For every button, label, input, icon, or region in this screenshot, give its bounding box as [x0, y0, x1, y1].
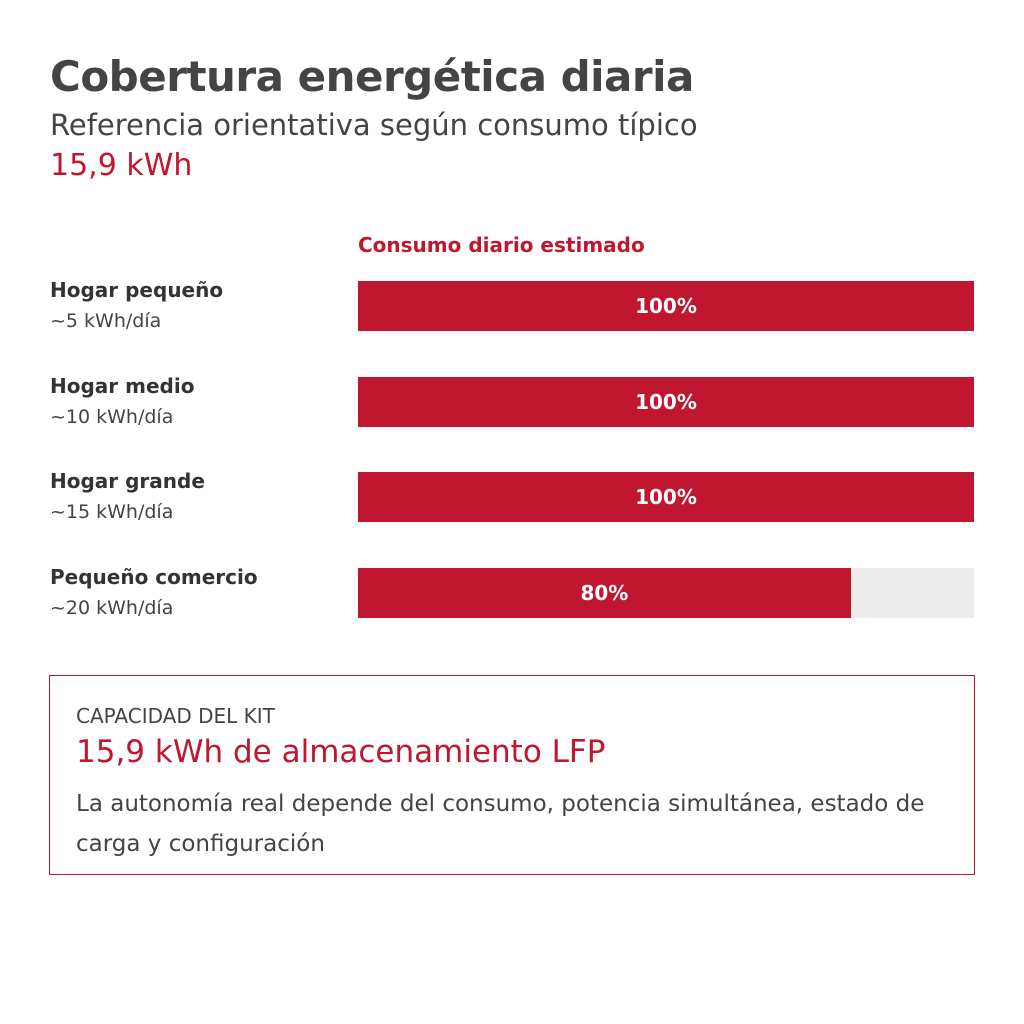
info-body: La autonomía real depende del consumo, p… [76, 791, 925, 857]
chart-title: Cobertura energética diaria [50, 52, 694, 101]
category-note: ~10 kWh/día [50, 405, 174, 428]
bar-value-label: 100% [635, 485, 697, 510]
bar-track: 80% [358, 568, 974, 619]
axis-title: Consumo diario estimado [358, 233, 645, 257]
chart-subtitle: Referencia orientativa según consumo típ… [50, 108, 698, 142]
bar-track: 100% [358, 376, 974, 427]
bar-track: 100% [358, 472, 974, 523]
category-note: ~15 kWh/día [50, 501, 174, 524]
info-headline: 15,9 kWh de almacenamiento LFP [76, 734, 606, 770]
category-note: ~5 kWh/día [50, 310, 162, 332]
category-label: Pequeño comercio [50, 565, 258, 590]
bar-value-label: 100% [635, 294, 697, 318]
bar-value-label: 100% [635, 389, 697, 414]
bar-value-label: 80% [580, 581, 629, 606]
bar [358, 376, 974, 427]
bar-track: 100% [358, 281, 974, 331]
category-label: Hogar medio [50, 373, 195, 398]
category-label: Hogar pequeño [50, 278, 224, 302]
bar [358, 568, 851, 619]
highlight: 15,9 kWh [50, 148, 193, 183]
category-note: ~20 kWh/día [50, 597, 174, 620]
category-label: Hogar grande [50, 469, 205, 494]
info-box: CAPACIDAD DEL KIT 15,9 kWh de almacenami… [49, 675, 975, 875]
bar [358, 472, 974, 523]
bar [358, 281, 974, 331]
info-label: CAPACIDAD DEL KIT [76, 704, 275, 728]
